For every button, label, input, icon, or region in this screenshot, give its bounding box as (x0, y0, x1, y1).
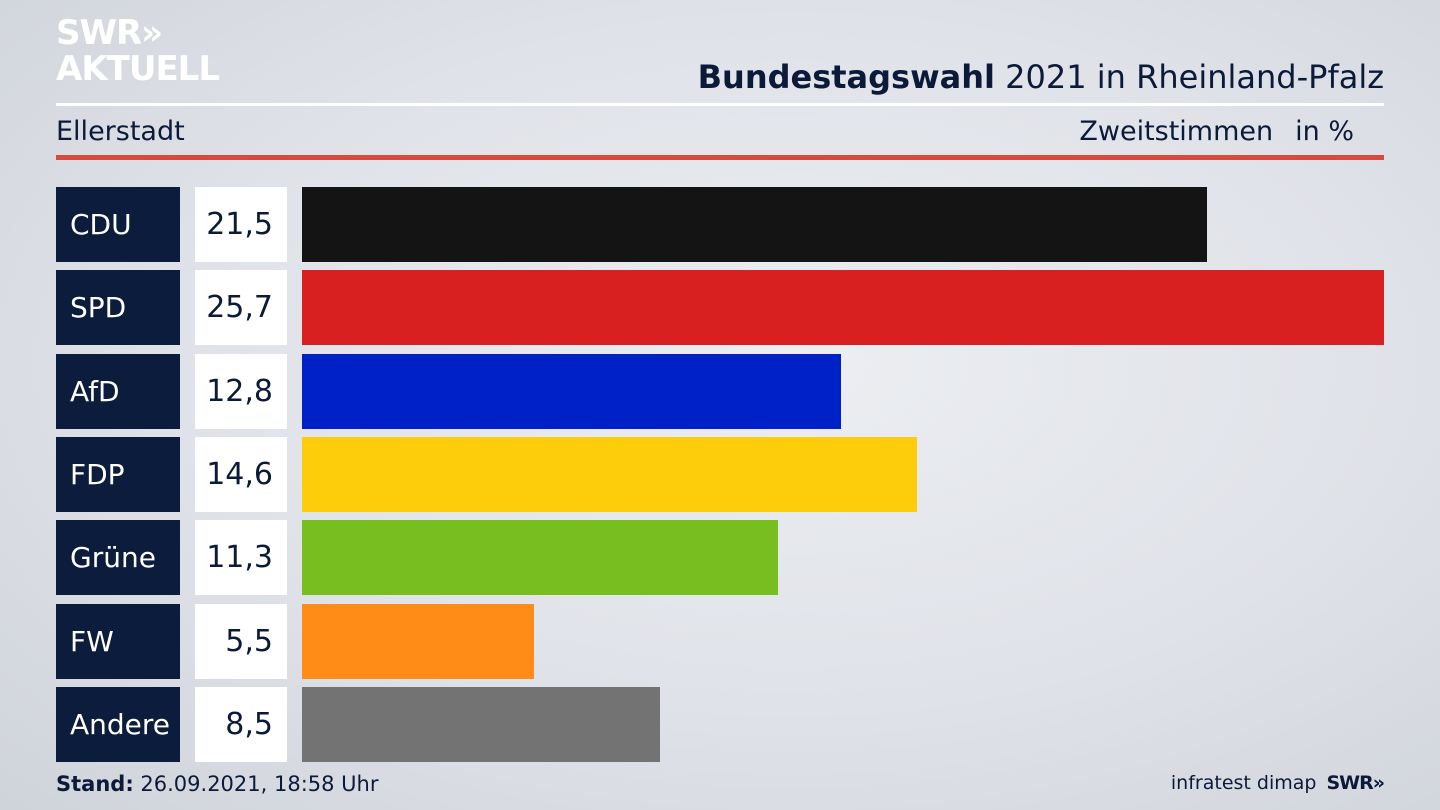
value-label: 11,3 (195, 520, 287, 595)
accent-divider (56, 155, 1384, 160)
location-label: Ellerstadt (56, 116, 185, 147)
bar (302, 687, 660, 762)
party-label: AfD (56, 354, 180, 429)
bar (302, 187, 1207, 262)
value-label: 12,8 (195, 354, 287, 429)
bar (302, 270, 1384, 345)
source-credit: infratest dimap SWR» (1170, 772, 1385, 794)
bar (302, 520, 778, 595)
logo-line-aktuell: AKTUELL (56, 49, 220, 89)
value-label: 5,5 (195, 604, 287, 679)
header-divider (56, 103, 1384, 106)
chart-title-bold: Bundestagswahl (697, 58, 995, 96)
party-label: Andere (56, 687, 180, 762)
party-label: SPD (56, 270, 180, 345)
party-label: FW (56, 604, 180, 679)
party-label: FDP (56, 437, 180, 512)
value-label: 25,7 (195, 270, 287, 345)
metric-label: Zweitstimmen in % (1079, 116, 1354, 147)
bar (302, 604, 534, 679)
metric-name: Zweitstimmen (1079, 116, 1274, 147)
bar (302, 437, 917, 512)
bar (302, 354, 841, 429)
metric-unit: in % (1295, 116, 1354, 147)
timestamp: Stand: 26.09.2021, 18:58 Uhr (56, 772, 379, 796)
chart-title-rest: 2021 in Rheinland-Pfalz (995, 58, 1384, 96)
timestamp-value: 26.09.2021, 18:58 Uhr (133, 772, 379, 796)
value-label: 21,5 (195, 187, 287, 262)
party-label: CDU (56, 187, 180, 262)
value-label: 8,5 (195, 687, 287, 762)
value-label: 14,6 (195, 437, 287, 512)
timestamp-label: Stand: (56, 772, 134, 796)
swr-aktuell-logo: SWR» AKTUELL (56, 13, 220, 89)
source-name: infratest dimap (1170, 772, 1317, 794)
swr-footer-logo: SWR» (1326, 772, 1385, 794)
chart-title: Bundestagswahl 2021 in Rheinland-Pfalz (698, 58, 1384, 96)
logo-line-swr: SWR» (56, 13, 163, 53)
party-label: Grüne (56, 520, 180, 595)
